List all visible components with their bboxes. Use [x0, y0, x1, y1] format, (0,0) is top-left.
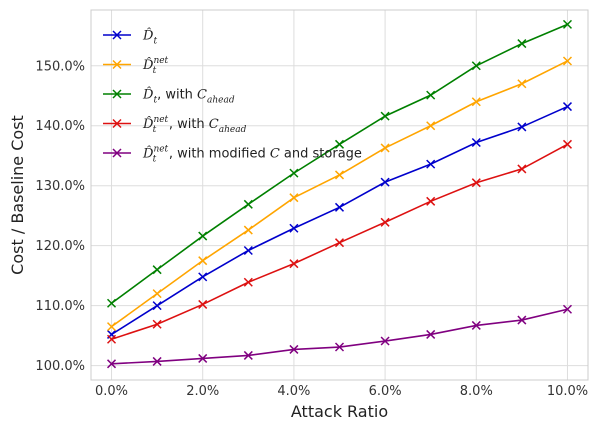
- series-3: [106, 19, 573, 308]
- data-point-marker: [562, 304, 573, 314]
- data-point-marker: [380, 177, 390, 187]
- data-point-marker: [198, 272, 208, 282]
- legend-swatch-marker: [112, 59, 122, 70]
- data-point-marker: [289, 344, 299, 354]
- legend-swatch-marker: [112, 89, 122, 99]
- data-point-marker: [471, 320, 481, 330]
- data-point-marker: [517, 39, 527, 49]
- data-point-marker: [152, 356, 162, 366]
- data-point-marker: [562, 19, 573, 29]
- data-point-marker: [198, 353, 208, 363]
- y-tick-label: 110.0%: [35, 299, 85, 314]
- data-point-marker: [380, 217, 390, 227]
- data-point-marker: [152, 301, 162, 311]
- legend-item-3: D̂t​, with Cahead​: [103, 86, 235, 106]
- y-tick-label: 130.0%: [35, 179, 85, 194]
- data-point-marker: [334, 342, 345, 352]
- x-axis-ticks: 0.0% 2.0% 4.0% 6.0% 8.0% 10.0%: [95, 384, 588, 399]
- data-point-marker: [334, 170, 345, 180]
- data-point-marker: [243, 245, 253, 256]
- data-point-marker: [152, 289, 162, 299]
- data-point-marker: [289, 223, 299, 233]
- data-point-marker: [517, 315, 527, 325]
- data-point-marker: [198, 231, 208, 241]
- data-point-marker: [471, 178, 481, 188]
- y-tick-label: 140.0%: [35, 119, 85, 134]
- series-group: [106, 19, 573, 369]
- data-point-marker: [106, 334, 117, 344]
- data-point-marker: [380, 111, 390, 121]
- data-point-marker: [243, 277, 253, 287]
- data-point-marker: [562, 102, 573, 112]
- data-point-marker: [289, 168, 299, 178]
- data-point-marker: [471, 137, 481, 148]
- series-1: [106, 102, 573, 339]
- x-tick-label: 2.0%: [186, 384, 219, 399]
- series-2: [106, 56, 573, 332]
- legend-swatch-marker: [112, 118, 122, 129]
- data-point-marker: [562, 139, 573, 149]
- series-4: [106, 139, 573, 344]
- data-point-marker: [426, 196, 436, 206]
- data-point-marker: [517, 164, 527, 174]
- x-tick-label: 0.0%: [95, 384, 128, 399]
- y-tick-label: 120.0%: [35, 239, 85, 254]
- data-point-marker: [471, 61, 481, 71]
- x-tick-label: 8.0%: [460, 384, 493, 399]
- data-point-marker: [243, 199, 253, 209]
- series-5: [106, 304, 573, 369]
- data-point-marker: [106, 298, 117, 308]
- x-tick-label: 6.0%: [369, 384, 402, 399]
- y-tick-label: 100.0%: [35, 359, 85, 374]
- y-axis-ticks: 100.0% 110.0% 120.0% 130.0% 140.0% 150.0%: [35, 59, 85, 374]
- x-tick-label: 10.0%: [547, 384, 588, 399]
- data-point-marker: [106, 322, 117, 332]
- data-point-marker: [380, 143, 390, 153]
- data-point-marker: [289, 259, 299, 269]
- data-point-marker: [334, 238, 345, 248]
- y-axis-title: Cost / Baseline Cost: [8, 115, 27, 275]
- data-point-marker: [243, 350, 253, 360]
- grid: [91, 10, 588, 380]
- x-axis-title: Attack Ratio: [291, 402, 388, 421]
- data-point-marker: [106, 359, 117, 369]
- data-point-marker: [517, 79, 527, 89]
- data-point-marker: [517, 122, 527, 132]
- data-point-marker: [152, 265, 162, 275]
- data-point-marker: [198, 299, 208, 309]
- legend-swatch-marker: [112, 30, 122, 40]
- data-point-marker: [289, 193, 299, 203]
- legend-label: D̂t​, with Cahead​: [142, 86, 235, 105]
- data-point-marker: [562, 56, 573, 66]
- data-point-marker: [334, 202, 345, 212]
- data-point-marker: [471, 97, 481, 107]
- data-point-marker: [426, 159, 436, 169]
- data-point-marker: [426, 121, 436, 131]
- data-point-marker: [334, 139, 345, 149]
- x-tick-label: 4.0%: [277, 384, 310, 399]
- legend-item-1: D̂t​: [103, 27, 157, 47]
- plot-background: [91, 10, 588, 380]
- data-point-marker: [243, 225, 253, 235]
- y-tick-label: 150.0%: [35, 59, 85, 74]
- data-point-marker: [380, 336, 390, 346]
- data-point-marker: [426, 329, 436, 339]
- legend-label: D̂t​: [142, 27, 157, 46]
- data-point-marker: [152, 319, 162, 329]
- legend-swatch-marker: [112, 148, 122, 158]
- plot-frame: [90, 9, 589, 381]
- data-point-marker: [198, 256, 208, 266]
- data-point-marker: [426, 90, 436, 100]
